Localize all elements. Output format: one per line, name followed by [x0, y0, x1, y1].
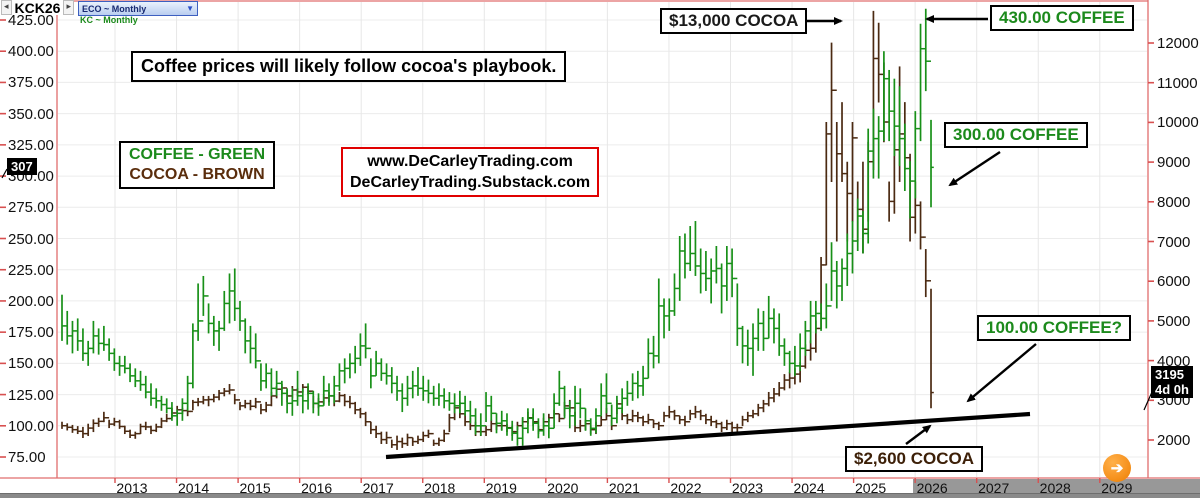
left-axis-label: 100.00 — [8, 417, 54, 435]
year-label: 2023 — [731, 480, 764, 496]
callout-coffee-300[interactable]: 300.00 COFFEE — [944, 122, 1088, 148]
coffee-last-price-badge: 307 — [7, 158, 37, 175]
cocoa-last-price-badge: 3195 4d 0h — [1151, 366, 1193, 398]
left-axis-label: 225.00 — [8, 261, 54, 279]
website-line-1: www.DeCarleyTrading.com — [367, 153, 573, 170]
left-axis-label: 150.00 — [8, 355, 54, 373]
next-contract-button[interactable]: ▸ — [63, 0, 74, 15]
plot-borders — [0, 0, 1200, 479]
left-axis-label: 200.00 — [8, 292, 54, 310]
left-axis-label: 75.00 — [8, 449, 46, 466]
right-axis-label: 5000 — [1157, 312, 1191, 330]
year-label: 2026 — [916, 480, 948, 496]
coffee-series-bars — [61, 8, 934, 446]
left-axis-label: 375.00 — [8, 74, 54, 92]
right-axis-label: 4000 — [1157, 352, 1191, 370]
year-label: 2025 — [855, 480, 887, 496]
headline-annotation[interactable]: Coffee prices will likely follow cocoa's… — [131, 51, 567, 82]
right-axis-label: 2000 — [1157, 432, 1191, 449]
left-axis-label: 425.00 — [8, 12, 54, 29]
year-label: 2021 — [608, 480, 640, 496]
callout-cocoa-13000[interactable]: $13,000 COCOA — [660, 8, 808, 34]
year-label: 2015 — [239, 480, 271, 496]
contract-navigator: ◂ KCK26 ▸ — [1, 0, 74, 16]
year-label: 2017 — [362, 480, 394, 496]
right-axis-label: 11000 — [1157, 74, 1198, 92]
horizontal-scrollbar[interactable] — [0, 493, 1200, 498]
year-label: 2024 — [793, 480, 825, 496]
right-axis-label: 6000 — [1157, 273, 1191, 291]
badge-pointer-lines — [1, 168, 1153, 411]
year-label: 2014 — [177, 480, 210, 496]
year-label: 2013 — [116, 480, 148, 496]
year-label: 2027 — [978, 480, 1010, 496]
callout-cocoa-2600[interactable]: $2,600 COCOA — [845, 446, 983, 472]
callout-coffee-100[interactable]: 100.00 COFFEE? — [977, 315, 1132, 341]
right-axis-label: 10000 — [1157, 114, 1199, 132]
symbol-dropdown[interactable]: ECO ~ Monthly ▼ — [78, 1, 198, 16]
left-axis-label: 175.00 — [8, 324, 54, 342]
left-axis-label: 250.00 — [8, 230, 54, 248]
website-line-2: DeCarleyTrading.Substack.com — [350, 174, 591, 191]
year-label: 2019 — [485, 480, 517, 496]
cocoa-last-price: 3195 — [1155, 367, 1184, 382]
right-axis-label: 9000 — [1157, 154, 1191, 172]
year-label: 2022 — [670, 480, 702, 496]
year-label: 2016 — [301, 480, 333, 496]
right-axis-label: 12000 — [1157, 35, 1199, 52]
left-axis-label: 275.00 — [8, 199, 54, 217]
series-legend[interactable]: COFFEE - GREEN COCOA - BROWN — [119, 141, 276, 189]
scroll-right-icon: ➔ — [1110, 459, 1124, 477]
left-axis-label: 125.00 — [8, 386, 54, 404]
year-label: 2028 — [1039, 480, 1071, 496]
time-axis-future-zone — [913, 479, 1200, 493]
contract-symbol: KCK26 — [14, 0, 61, 16]
cocoa-expiry-countdown: 4d 0h — [1155, 382, 1189, 397]
support-trendline[interactable] — [385, 411, 1031, 460]
left-axis-label: 400.00 — [8, 43, 54, 61]
left-axis-label: 325.00 — [8, 136, 54, 154]
prev-contract-button[interactable]: ◂ — [1, 0, 12, 15]
axis-ticks — [0, 19, 1154, 483]
year-label: 2020 — [547, 480, 579, 496]
left-axis-label: 350.00 — [8, 105, 54, 123]
callout-arrows — [803, 15, 1037, 445]
overlay-symbol-label: KC ~ Monthly — [80, 15, 138, 25]
chevron-down-icon: ▼ — [186, 4, 194, 13]
scroll-right-button[interactable]: ➔ — [1103, 454, 1131, 482]
right-axis-label: 7000 — [1157, 233, 1191, 251]
right-axis-label: 8000 — [1157, 193, 1191, 211]
year-label: 2029 — [1101, 480, 1133, 496]
legend-cocoa-label: COCOA - BROWN — [129, 166, 265, 183]
website-annotation[interactable]: www.DeCarleyTrading.com DeCarleyTrading.… — [341, 147, 600, 197]
symbol-dropdown-value: ECO ~ Monthly — [82, 3, 147, 14]
legend-coffee-label: COFFEE - GREEN — [129, 146, 266, 163]
year-label: 2018 — [424, 480, 456, 496]
callout-coffee-430[interactable]: 430.00 COFFEE — [990, 5, 1134, 31]
